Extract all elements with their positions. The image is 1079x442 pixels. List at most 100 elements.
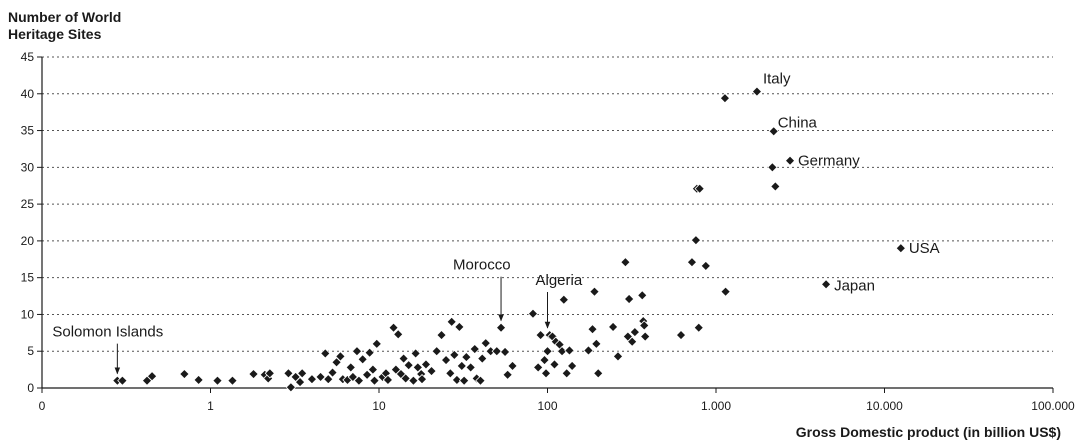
x-tick-label: 10 <box>372 399 386 413</box>
data-point <box>491 346 502 357</box>
data-point <box>465 362 476 373</box>
annotation-label: Germany <box>798 153 860 170</box>
data-point <box>566 360 578 372</box>
data-point <box>502 369 513 380</box>
data-point <box>248 368 259 380</box>
data-point <box>351 346 363 357</box>
data-point <box>456 360 467 372</box>
data-point <box>767 162 778 173</box>
data-point <box>495 322 507 333</box>
data-point <box>323 374 334 385</box>
annotation-label: USA <box>909 240 940 257</box>
data-point <box>640 331 651 342</box>
data-point <box>426 365 437 377</box>
data-point <box>690 234 702 246</box>
data-point <box>416 374 428 385</box>
data-point <box>408 375 419 386</box>
data-point <box>335 351 346 362</box>
data-point <box>751 86 763 97</box>
data-point <box>620 257 631 268</box>
data-point <box>583 345 594 356</box>
data-point <box>264 368 276 379</box>
data-point <box>449 349 460 361</box>
data-point <box>700 260 711 272</box>
data-point <box>436 329 447 341</box>
data-point <box>532 362 544 373</box>
data-point <box>369 375 380 386</box>
y-tick-label: 30 <box>21 160 35 174</box>
data-point <box>561 368 572 379</box>
data-point <box>382 374 394 386</box>
data-point <box>469 343 480 355</box>
annotation-label: Solomon Islands <box>52 324 163 341</box>
data-point <box>527 308 539 319</box>
data-point <box>591 338 602 350</box>
data-point <box>693 322 704 333</box>
y-tick-label: 15 <box>21 271 35 285</box>
data-point <box>294 376 306 388</box>
data-point <box>499 346 511 358</box>
data-point <box>398 353 409 364</box>
y-tick-label: 0 <box>27 381 34 395</box>
data-point <box>393 329 404 340</box>
data-point <box>212 375 223 386</box>
data-point <box>770 181 781 192</box>
data-point <box>446 316 457 327</box>
data-point <box>410 348 421 359</box>
data-point <box>193 374 204 386</box>
data-point <box>461 351 472 363</box>
data-point <box>357 354 368 365</box>
data-point <box>353 375 365 386</box>
data-point <box>637 290 648 301</box>
y-tick-label: 20 <box>21 234 35 248</box>
x-tick-label: 100.000 <box>1031 399 1075 413</box>
data-point <box>558 294 569 305</box>
data-point <box>306 374 318 385</box>
data-point <box>719 93 731 104</box>
x-tick-label: 10.000 <box>866 399 903 413</box>
data-point <box>297 368 308 379</box>
y-tick-label: 40 <box>21 87 35 101</box>
data-point <box>420 359 432 370</box>
data-point <box>371 338 382 350</box>
data-point <box>820 279 832 290</box>
data-point <box>117 375 128 386</box>
data-point <box>612 351 624 362</box>
data-point <box>639 320 650 331</box>
data-point <box>285 382 297 393</box>
y-tick-label: 5 <box>27 344 34 358</box>
data-point <box>361 369 373 380</box>
data-point <box>431 346 442 357</box>
annotation-label: Italy <box>763 71 791 88</box>
data-point <box>535 329 546 341</box>
data-point <box>345 362 356 373</box>
data-point <box>675 329 687 341</box>
data-point <box>539 354 550 366</box>
data-point <box>629 326 641 338</box>
y-tick-label: 25 <box>21 197 35 211</box>
data-point <box>607 321 619 333</box>
data-point <box>540 368 552 379</box>
data-point <box>686 257 698 268</box>
data-point <box>895 243 906 254</box>
data-point <box>587 323 598 335</box>
data-point <box>227 375 238 386</box>
annotation-label: Morocco <box>453 257 511 274</box>
data-point <box>327 367 338 378</box>
data-point <box>412 362 423 373</box>
annotation-label: China <box>778 114 818 131</box>
y-tick-label: 35 <box>21 124 35 138</box>
data-point <box>347 371 359 383</box>
data-point <box>451 374 463 386</box>
x-tick-label: 100 <box>537 399 557 413</box>
data-point <box>146 371 158 382</box>
data-point <box>400 373 411 384</box>
data-point <box>367 364 379 375</box>
data-point <box>542 346 553 357</box>
annotation-label: Algeria <box>536 272 583 289</box>
data-point <box>179 368 190 380</box>
y-tick-label: 10 <box>21 307 35 321</box>
x-tick-label: 1.000 <box>701 399 731 413</box>
y-axis-title: Number of World Heritage Sites <box>8 9 122 42</box>
data-point <box>507 360 518 372</box>
